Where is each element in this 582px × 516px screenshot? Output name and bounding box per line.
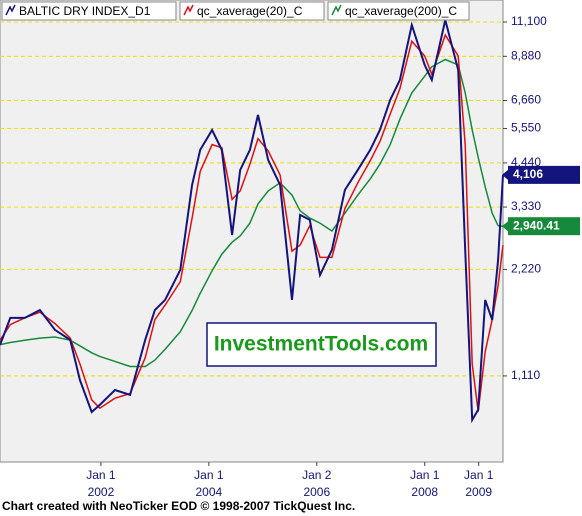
legend-label: qc_xaverage(200)_C <box>345 4 457 18</box>
legend-box <box>327 1 470 21</box>
value-marker <box>502 169 508 180</box>
legend-swatch <box>183 4 194 16</box>
y-tick-label: 11,100 <box>511 14 547 28</box>
legend: BALTIC DRY INDEX_D1 qc_xaverage(20)_C qc_x… <box>1 1 470 21</box>
x-tick-label: Jan 1 <box>194 468 224 482</box>
x-tick-label: 2009 <box>465 485 492 499</box>
value-marker <box>502 221 508 232</box>
legend-swatch <box>5 4 16 16</box>
legend-box <box>1 1 177 21</box>
legend-label: qc_xaverage(20)_C <box>197 4 303 18</box>
y-tick-label: 5,550 <box>511 121 541 135</box>
value-label: 4,106 <box>513 167 543 181</box>
x-tick-label: 2006 <box>303 485 330 499</box>
watermark-box <box>206 322 437 367</box>
y-tick-label: 2,220 <box>511 262 541 276</box>
legend-label: BALTIC DRY INDEX_D1 <box>19 4 151 18</box>
plot-area <box>0 0 504 463</box>
x-tick-label: 2004 <box>196 485 223 499</box>
value-box <box>508 165 580 184</box>
y-tick-label: 3,330 <box>511 199 541 213</box>
x-tick-label: Jan 1 <box>410 468 440 482</box>
x-tick-label: Jan 1 <box>464 468 494 482</box>
y-tick-label: 6,660 <box>511 93 541 107</box>
y-tick-label: 8,880 <box>511 48 541 62</box>
x-tick-label: 2002 <box>88 485 115 499</box>
series-line <box>0 58 504 368</box>
lines <box>0 19 504 424</box>
watermark: InvestmentTools.com <box>214 333 428 356</box>
value-box <box>508 217 580 236</box>
legend-swatch <box>331 4 342 16</box>
x-tick-label: 2008 <box>411 485 438 499</box>
axes: 1,110 2,220 3,330 4,440 5,550 6,660 8,880 11,10… <box>86 14 580 499</box>
x-tick-label: Jan 1 <box>86 468 116 482</box>
value-label: 2,940.41 <box>513 218 560 232</box>
y-tick-label: 4,440 <box>511 155 541 169</box>
x-tick-label: Jan 2 <box>302 468 332 482</box>
footer: Chart created with NeoTicker EOD © 1998-… <box>2 499 355 513</box>
y-tick-label: 1,110 <box>511 368 540 382</box>
series-line <box>0 19 504 424</box>
legend-box <box>179 1 325 21</box>
